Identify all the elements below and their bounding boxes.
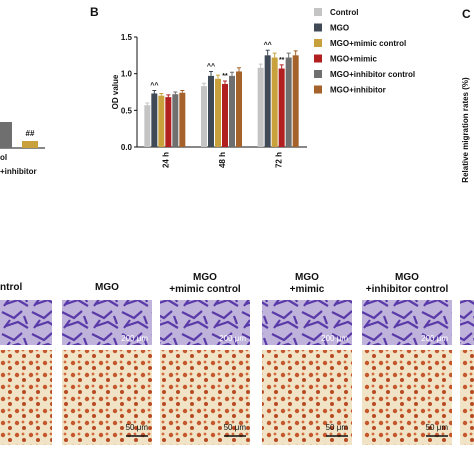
error-bar (180, 90, 185, 93)
y-axis-label: Relative migration rates (%) (461, 77, 470, 183)
scale-label: 50 μm (426, 423, 449, 432)
legend-swatch (314, 54, 322, 63)
micrograph (262, 300, 352, 345)
legend-swatch (314, 8, 322, 16)
x-tick-label: 24 h (161, 152, 170, 168)
scale-label: 50 μm (326, 423, 349, 432)
bar (151, 93, 158, 147)
scale-label: 200 μm (121, 334, 148, 343)
annotation: ** (279, 57, 285, 64)
bar (271, 57, 278, 147)
y-tick-label: 1.0 (121, 70, 133, 79)
micrograph (262, 350, 352, 445)
micrograph (362, 300, 452, 345)
bar (144, 105, 151, 147)
bar (22, 141, 38, 148)
bar (222, 83, 228, 147)
error-bar (265, 49, 270, 56)
y-tick-label: 0.0 (121, 143, 133, 152)
column-label: +mimic control (169, 284, 241, 295)
legend-label: MGO+mimic control (330, 39, 406, 48)
error-bar (272, 52, 277, 58)
y-axis-label: OD value (111, 74, 120, 109)
error-bar (237, 67, 241, 72)
annotation: ## (26, 129, 35, 138)
legend-swatch (314, 70, 322, 78)
x-tick-label: 72 h (275, 152, 284, 168)
micrograph (460, 350, 474, 445)
panel-label: C (462, 7, 471, 21)
bar (172, 94, 179, 147)
legend-label: MGO+mimic (330, 55, 377, 64)
legend-label: Control (330, 8, 358, 17)
legend-label: MGO (330, 24, 349, 33)
column-label: MGO (395, 272, 419, 283)
micrograph (362, 350, 452, 445)
bar (257, 67, 264, 147)
bar (179, 92, 186, 147)
bar (165, 97, 172, 147)
error-bar (293, 50, 298, 56)
x-tick-label: +inhibitor (0, 167, 37, 176)
error-bar (166, 94, 171, 98)
column-label: +mimic (290, 284, 325, 295)
bar (0, 122, 12, 148)
annotation: ^^ (150, 82, 158, 90)
error-bar (279, 64, 284, 69)
bar (158, 95, 165, 147)
error-bar (159, 92, 164, 96)
error-bar (286, 52, 291, 58)
column-label: MGO (295, 272, 319, 283)
x-tick-label: ol (0, 153, 7, 162)
bar (285, 57, 292, 147)
y-tick-label: 0.5 (121, 106, 133, 115)
legend-swatch (314, 39, 322, 47)
bar (208, 75, 214, 147)
x-tick-label: 48 h (218, 152, 227, 168)
bar (215, 78, 221, 147)
micrograph (160, 300, 250, 345)
legend-swatch (314, 23, 322, 32)
bar (236, 71, 242, 147)
scale-label: 200 μm (219, 334, 246, 343)
micrograph (0, 300, 52, 345)
panel-label: B (90, 5, 99, 19)
error-bar (223, 80, 227, 84)
error-bar (258, 63, 263, 68)
error-bar (230, 71, 234, 76)
micrograph (62, 350, 152, 445)
bar (278, 68, 285, 147)
y-tick-label: 1.5 (121, 33, 133, 42)
column-label: ntrol (0, 282, 22, 293)
column-label: MGO (95, 282, 119, 293)
legend-label: MGO+inhibitor (330, 86, 386, 95)
error-bar (216, 74, 220, 79)
error-bar (152, 90, 157, 94)
error-bar (173, 91, 178, 95)
column-label: +inhibitor control (366, 284, 449, 295)
bar (229, 75, 235, 147)
annotation: ^^ (264, 41, 272, 49)
error-bar (209, 70, 213, 76)
scale-label: 50 μm (224, 423, 247, 432)
legend-swatch (314, 85, 322, 94)
micrograph (460, 300, 474, 345)
bar (292, 55, 299, 148)
error-bar (145, 102, 150, 106)
scale-label: 200 μm (321, 334, 348, 343)
bar (201, 86, 207, 147)
error-bar (202, 82, 206, 87)
bar (264, 55, 271, 148)
column-label: MGO (193, 272, 217, 283)
legend-label: MGO+inhibitor control (330, 70, 415, 79)
annotation: ^^ (207, 62, 215, 70)
micrograph (0, 350, 52, 445)
annotation: ** (222, 73, 228, 80)
micrograph (160, 350, 250, 445)
micrograph (62, 300, 152, 345)
scale-label: 200 μm (421, 334, 448, 343)
scale-label: 50 μm (126, 423, 149, 432)
